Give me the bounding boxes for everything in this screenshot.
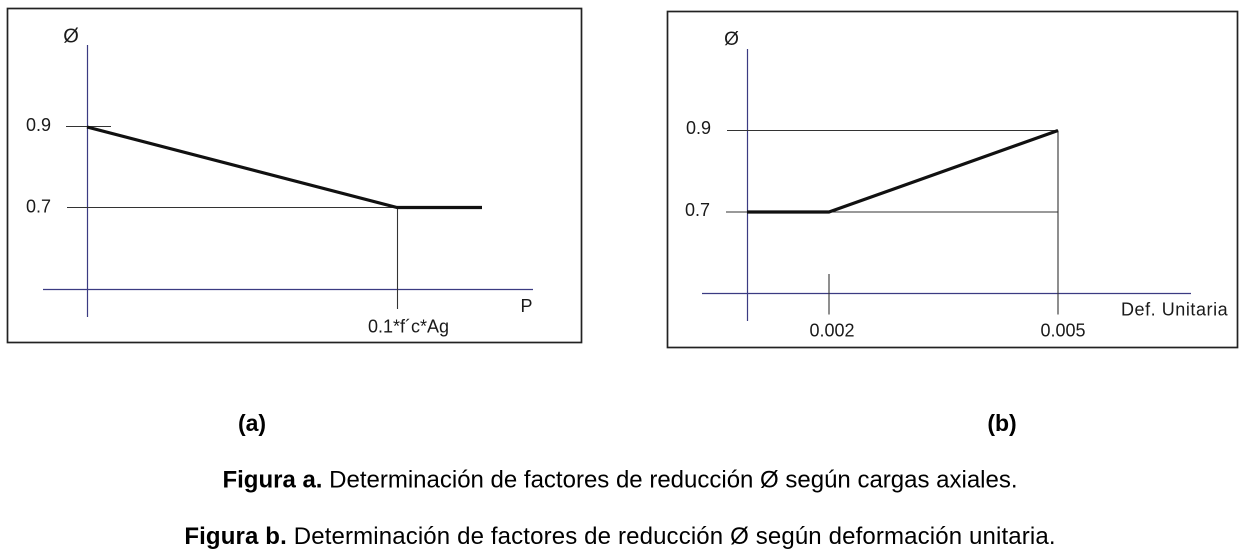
svg-text:0.002: 0.002	[809, 321, 854, 341]
svg-text:Figura a. Determinación de fac: Figura a. Determinación de factores de r…	[222, 467, 1017, 494]
svg-text:0.005: 0.005	[1040, 321, 1085, 341]
svg-text:0.7: 0.7	[685, 200, 710, 220]
svg-text:Ø: Ø	[63, 26, 79, 48]
svg-text:P: P	[520, 296, 532, 316]
svg-text:Def. Unitaria: Def. Unitaria	[1121, 300, 1229, 320]
svg-text:0.1*f´c*Ag: 0.1*f´c*Ag	[368, 317, 449, 337]
svg-text:0.9: 0.9	[26, 115, 51, 135]
svg-text:(b): (b)	[987, 410, 1016, 436]
svg-text:0.7: 0.7	[26, 197, 51, 217]
svg-text:Ø: Ø	[724, 29, 739, 50]
svg-text:0.9: 0.9	[686, 118, 711, 138]
svg-text:(a): (a)	[238, 410, 266, 436]
svg-text:Figura b. Determinación de fac: Figura b. Determinación de factores de r…	[184, 523, 1055, 550]
